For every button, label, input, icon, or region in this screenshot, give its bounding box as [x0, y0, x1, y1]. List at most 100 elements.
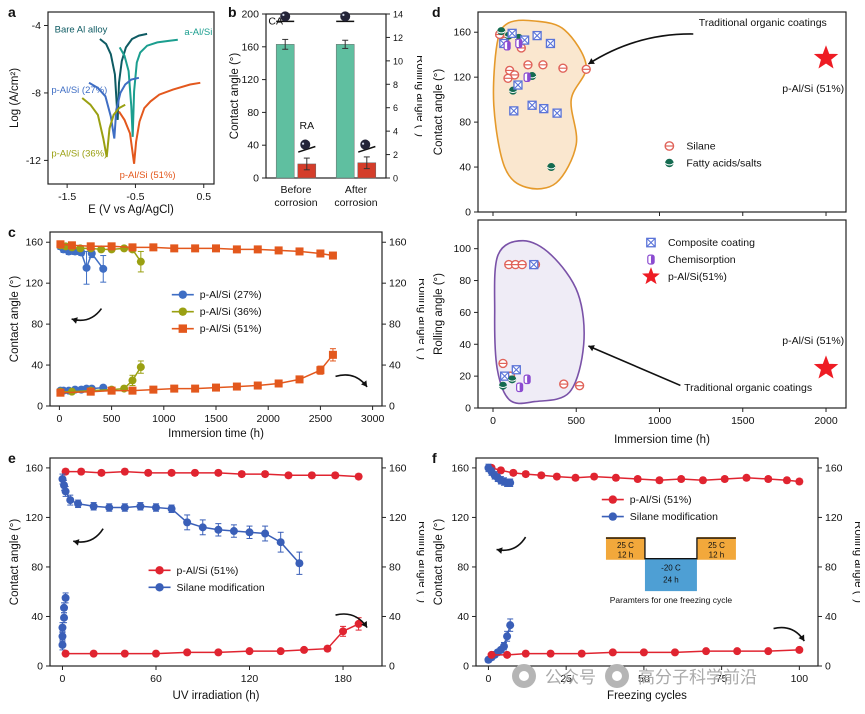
panel-b: b 0 40 80 120 160 200 0 2 4 6 8 10 12 14 Contact angle… [226, 4, 426, 218]
svg-text:Contact angle (°): Contact angle (°) [433, 519, 445, 606]
wechat-icon [605, 663, 629, 688]
svg-text:25 C: 25 C [617, 541, 634, 550]
svg-text:p-Al/Si (51%): p-Al/Si (51%) [782, 335, 844, 347]
svg-text:120: 120 [451, 512, 469, 524]
panel-a-label: a [8, 4, 16, 20]
svg-text:8: 8 [393, 80, 398, 90]
svg-text:1500: 1500 [731, 415, 755, 427]
svg-text:Contact angle (°): Contact angle (°) [229, 53, 241, 140]
svg-text:6: 6 [393, 103, 398, 113]
svg-text:80: 80 [389, 319, 401, 331]
svg-text:p-Al/Si (51%): p-Al/Si (51%) [630, 494, 692, 506]
svg-text:Traditional organic coatings: Traditional organic coatings [684, 382, 812, 394]
svg-text:p-Al/Si (36%): p-Al/Si (36%) [200, 306, 262, 318]
svg-text:40: 40 [459, 162, 471, 174]
svg-text:160: 160 [241, 41, 259, 53]
svg-text:0: 0 [465, 403, 471, 415]
svg-text:2000: 2000 [257, 413, 281, 425]
svg-text:40: 40 [459, 339, 471, 351]
svg-text:40: 40 [825, 611, 837, 623]
svg-text:50: 50 [638, 673, 650, 685]
svg-text:0: 0 [253, 173, 259, 185]
svg-text:-8: -8 [32, 87, 41, 99]
chart-e: 0 60 120 180 0 40 80 120 160 0 40 80 120 160 UV irradi… [9, 457, 428, 702]
svg-text:120: 120 [389, 512, 407, 524]
svg-text:E (V vs Ag/AgCl): E (V vs Ag/AgCl) [88, 204, 174, 216]
svg-text:1000: 1000 [152, 413, 176, 425]
svg-text:10: 10 [393, 56, 403, 66]
watermark-text-2: 高分子科学前沿 [638, 668, 757, 687]
svg-text:3000: 3000 [361, 413, 385, 425]
svg-text:200: 200 [241, 9, 259, 21]
svg-text:25 C: 25 C [708, 541, 725, 550]
svg-text:40: 40 [389, 611, 401, 623]
svg-text:0: 0 [393, 174, 398, 184]
panel-a: a -1.5 -0.5 0.5 -12 -8 -4 E (V vs Ag/AgCl) Log … [6, 4, 224, 218]
svg-text:160: 160 [25, 237, 43, 249]
svg-text:120: 120 [825, 512, 843, 524]
svg-text:2: 2 [393, 150, 398, 160]
svg-text:Bare Al alloy: Bare Al alloy [55, 25, 108, 36]
svg-text:80: 80 [459, 275, 471, 287]
svg-text:-4: -4 [32, 20, 41, 32]
panel-b-chart: 0 40 80 120 160 200 0 2 4 6 8 10 12 14 Contact angle (… [226, 4, 426, 218]
svg-text:160: 160 [825, 462, 843, 474]
svg-text:p-Al/Si (51%): p-Al/Si (51%) [177, 565, 239, 577]
svg-text:120: 120 [389, 278, 407, 290]
svg-text:40: 40 [389, 360, 401, 372]
svg-text:Silane modification: Silane modification [177, 582, 265, 594]
watermark-logo-icon [512, 663, 536, 688]
svg-text:p-Al/Si (36%): p-Al/Si (36%) [51, 148, 107, 159]
svg-text:0: 0 [37, 661, 43, 673]
svg-text:1500: 1500 [204, 413, 228, 425]
svg-text:-12: -12 [26, 155, 41, 167]
svg-text:60: 60 [459, 307, 471, 319]
svg-text:25: 25 [560, 673, 572, 685]
svg-text:p-Al/Si (51%): p-Al/Si (51%) [782, 83, 844, 95]
svg-text:Rolling angle (°): Rolling angle (°) [416, 278, 424, 360]
svg-text:Immersion time (h): Immersion time (h) [614, 434, 710, 446]
svg-text:After: After [345, 184, 368, 196]
svg-text:80: 80 [389, 561, 401, 573]
svg-text:-20 C: -20 C [661, 564, 681, 573]
svg-text:Paramters for one freezing cyc: Paramters for one freezing cycle [610, 595, 733, 605]
chart-b: 0 40 80 120 160 200 0 2 4 6 8 10 12 14 Contact angle (… [229, 9, 426, 210]
svg-text:80: 80 [31, 561, 43, 573]
panel-e-chart: 0 60 120 180 0 40 80 120 160 0 40 80 120 160 UV irradi… [6, 450, 428, 704]
panel-f-chart: 0 25 50 75 100 0 40 80 120 160 0 40 80 120 160 Freezing… [430, 450, 864, 704]
droplet-icon [336, 11, 355, 23]
svg-text:Freezing cycles: Freezing cycles [607, 690, 687, 702]
svg-text:80: 80 [825, 561, 837, 573]
watermark: 公众号 高分子科学前沿 [512, 663, 757, 688]
svg-text:p-Al/Si (51%): p-Al/Si (51%) [200, 323, 262, 335]
svg-text:0: 0 [486, 673, 492, 685]
panel-d-label: d [432, 4, 441, 20]
chart-d1: 0 40 80 120 160 Contact angle (°) Traditional … [433, 11, 847, 219]
svg-text:-1.5: -1.5 [58, 191, 76, 203]
svg-text:80: 80 [457, 561, 469, 573]
svg-text:160: 160 [453, 27, 471, 39]
panel-c-label: c [8, 224, 16, 240]
svg-text:500: 500 [103, 413, 121, 425]
svg-text:80: 80 [459, 117, 471, 129]
svg-text:40: 40 [457, 611, 469, 623]
svg-text:p-Al/Si (27%): p-Al/Si (27%) [51, 85, 107, 96]
svg-text:120: 120 [25, 512, 43, 524]
svg-text:4: 4 [393, 127, 398, 137]
svg-text:24 h: 24 h [663, 575, 679, 584]
svg-text:100: 100 [791, 673, 809, 685]
svg-text:Before: Before [281, 184, 312, 196]
svg-text:12 h: 12 h [618, 551, 634, 560]
svg-text:75: 75 [716, 673, 728, 685]
svg-text:Chemisorption: Chemisorption [668, 254, 736, 266]
svg-text:Log (A/cm²): Log (A/cm²) [9, 68, 21, 128]
panel-f: f 0 25 50 75 100 0 40 80 120 160 0 40 80 120 160 Freezi… [430, 450, 864, 704]
svg-text:40: 40 [31, 611, 43, 623]
svg-text:a-Al/Si: a-Al/Si [184, 27, 212, 38]
svg-text:2500: 2500 [309, 413, 333, 425]
svg-text:2000: 2000 [814, 415, 838, 427]
svg-text:p-Al/Si(51%): p-Al/Si(51%) [668, 271, 727, 283]
svg-text:80: 80 [247, 107, 259, 119]
svg-text:0: 0 [463, 661, 469, 673]
chart-d2: 0 500 1000 1500 2000 0 20 40 60 80 100 Immersion ti… [433, 219, 847, 446]
